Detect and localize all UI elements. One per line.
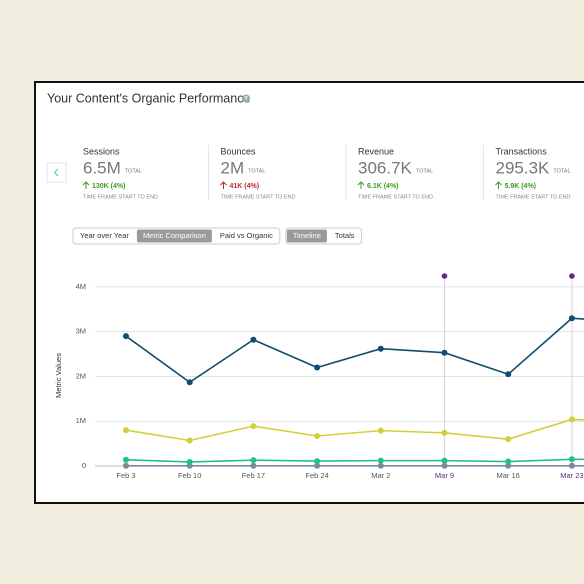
toggle-label[interactable]: Metric Comparison <box>143 231 206 240</box>
data-point[interactable] <box>441 429 448 436</box>
data-point[interactable] <box>505 436 512 443</box>
data-point[interactable] <box>505 371 512 378</box>
data-point[interactable] <box>123 427 129 434</box>
data-point[interactable] <box>441 457 448 464</box>
metric-change: 41K (4%) <box>230 183 260 190</box>
change-arrow <box>82 181 90 189</box>
x-tick-label: Mar 9 <box>435 471 454 480</box>
toggle-label[interactable]: Year over Year <box>80 231 129 240</box>
metric-value: 6.5M <box>83 158 121 177</box>
chart: Metric Values 0 1M 2M 3M 4M Feb 3 Feb 10 Feb 17 F… <box>54 273 584 480</box>
metric-name: Sessions <box>83 146 120 156</box>
panel <box>34 81 584 504</box>
x-tick-label: Feb 10 <box>178 471 201 480</box>
metric-note: TIME FRAME START TO END <box>221 194 296 200</box>
annotation-dot[interactable] <box>441 273 448 279</box>
metric-value: 295.3K <box>496 158 551 177</box>
metric-change: 130K (4%) <box>92 183 125 190</box>
change-arrow <box>495 181 502 189</box>
x-tick-label: Mar 2 <box>371 471 390 480</box>
data-point[interactable] <box>314 462 321 469</box>
data-point[interactable] <box>314 364 321 371</box>
data-point[interactable] <box>250 423 257 430</box>
data-point[interactable] <box>568 456 575 463</box>
annotation-dot[interactable] <box>569 273 575 279</box>
y-tick-label: 3M <box>76 327 86 336</box>
data-point[interactable] <box>186 379 193 386</box>
data-point[interactable] <box>568 416 575 423</box>
data-point[interactable] <box>186 458 193 465</box>
metric-name: Bounces <box>221 146 257 156</box>
y-tick-label: 0 <box>82 461 86 470</box>
toggle-active[interactable] <box>286 229 327 243</box>
prev-button[interactable] <box>46 162 67 183</box>
data-point[interactable] <box>377 345 384 352</box>
data-point[interactable] <box>123 462 129 469</box>
toggles: Year over Year Metric Comparison Paid vs O… <box>72 227 362 245</box>
x-tick-label: Feb 24 <box>305 471 328 480</box>
data-point[interactable] <box>441 462 448 469</box>
data-point[interactable] <box>314 433 321 440</box>
x-tick-label: Mar 16 <box>497 471 520 480</box>
data-point[interactable] <box>568 315 575 322</box>
metric-note: TIME FRAME START TO END <box>358 194 433 200</box>
data-point[interactable] <box>568 462 575 469</box>
metric-change: 5.9K (4%) <box>505 183 537 190</box>
metric-name: Revenue <box>358 146 394 156</box>
metrics: Sessions 6.5M TOTAL 130K (4%) TIME FRAME STA… <box>82 145 571 200</box>
prev-icon <box>53 168 59 177</box>
metric-unit: TOTAL <box>416 168 433 174</box>
data-point[interactable] <box>186 437 193 444</box>
data-point[interactable] <box>377 462 384 469</box>
data-point[interactable] <box>377 427 384 434</box>
x-tick-label: Mar 23 <box>560 471 583 480</box>
data-point[interactable] <box>123 333 129 340</box>
metric-name: Transactions <box>496 146 548 156</box>
metric-unit: TOTAL <box>553 168 570 174</box>
panel-title: Your Content's Organic Performance <box>47 91 250 105</box>
data-point[interactable] <box>250 462 257 469</box>
data-point[interactable] <box>377 457 384 464</box>
x-tick-label: Feb 17 <box>242 471 265 480</box>
metric-change: 6.1K (4%) <box>367 183 399 190</box>
data-point[interactable] <box>123 456 129 463</box>
metric-note: TIME FRAME START TO END <box>83 194 158 200</box>
x-tick-label: Feb 3 <box>116 471 135 480</box>
data-point[interactable] <box>250 336 257 343</box>
plot: Metric Values 0 1M 2M 3M 4M Feb 3 Feb 10 Feb 17 F… <box>54 273 584 480</box>
y-tick-label: 4M <box>76 282 86 291</box>
toggle-active[interactable] <box>136 229 212 243</box>
y-axis-label: Metric Values <box>54 353 63 398</box>
metric-unit: TOTAL <box>248 168 265 174</box>
help-icon[interactable] <box>242 94 250 103</box>
change-arrow <box>220 181 227 189</box>
metric-value: 306.7K <box>358 158 413 177</box>
data-point[interactable] <box>441 349 448 356</box>
data-point[interactable] <box>505 462 512 469</box>
help-icon-glyph: ? <box>244 97 248 103</box>
data-point[interactable] <box>314 458 321 465</box>
toggle-label[interactable]: Timeline <box>293 231 321 240</box>
toggle-label[interactable]: Totals <box>335 231 355 240</box>
metric-value: 2M <box>221 158 245 177</box>
y-tick-label: 2M <box>76 371 86 380</box>
metric-unit: TOTAL <box>125 168 142 174</box>
y-tick-label: 1M <box>76 416 86 425</box>
toggle-label[interactable]: Paid vs Organic <box>220 231 273 240</box>
metric-note: TIME FRAME START TO END <box>496 194 571 200</box>
data-point[interactable] <box>250 457 257 464</box>
data-point[interactable] <box>505 458 512 465</box>
change-arrow <box>357 181 365 189</box>
